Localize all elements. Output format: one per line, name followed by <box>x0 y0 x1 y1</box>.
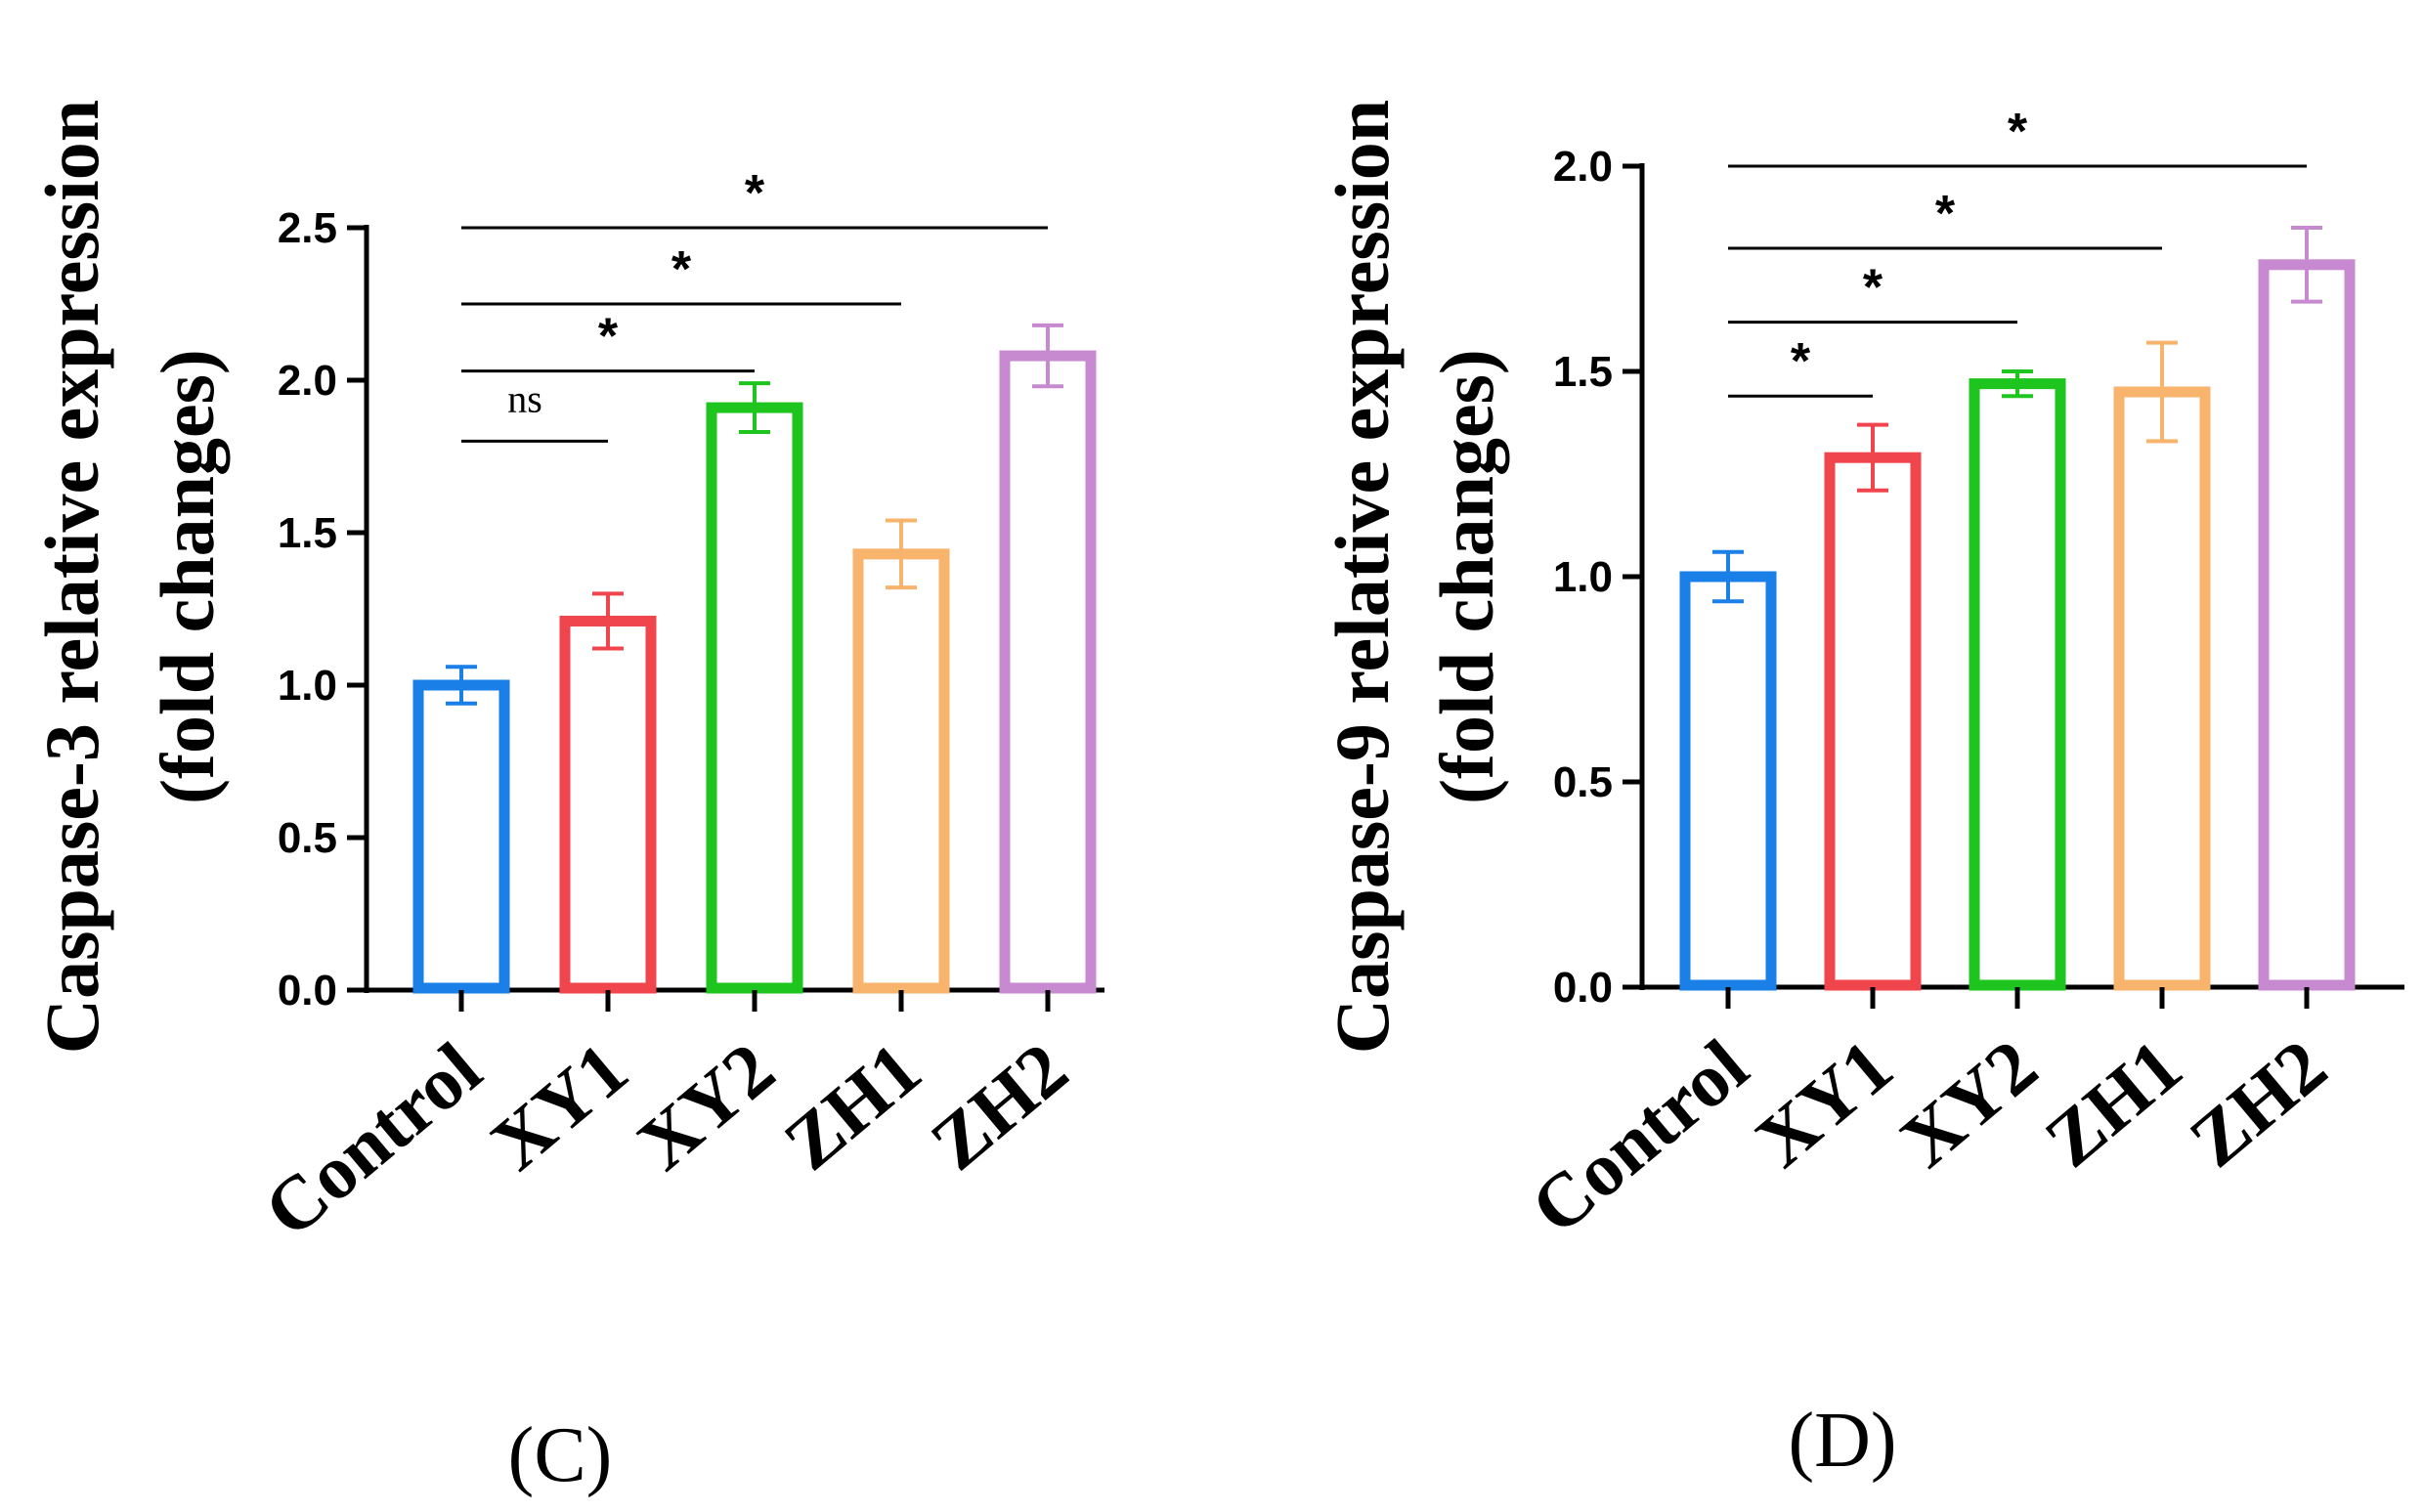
significance-label-d: * <box>1863 260 1883 317</box>
significance-label-d: * <box>1935 186 1956 242</box>
category-label-c-xy2: XY2 <box>622 1025 790 1186</box>
significance-label-c: ns <box>507 376 542 420</box>
y-tick-label-c: 2.0 <box>278 357 337 405</box>
ylabel-c-line2: (fold changes) <box>145 349 230 804</box>
ylabel-d-line1: Caspase-9 relative expression <box>1320 100 1405 1054</box>
bar-d-xy2 <box>1969 378 2066 991</box>
category-label-c-xy1: XY1 <box>475 1025 643 1186</box>
significance-label-c: * <box>671 241 692 298</box>
bar-c-xy2 <box>706 402 803 994</box>
category-label-d-zh2: ZH2 <box>2174 1022 2342 1183</box>
category-label-d-control: Control <box>1515 1022 1763 1250</box>
ylabel-c-line1: Caspase-3 relative expression <box>29 100 114 1054</box>
category-label-c-zh2: ZH2 <box>915 1025 1083 1186</box>
y-tick-label-c: 1.0 <box>278 662 337 710</box>
bar-c-xy1 <box>559 615 657 994</box>
bar-d-zh1 <box>2113 386 2211 991</box>
significance-label-c: * <box>598 309 619 366</box>
y-tick-label-c: 0.5 <box>278 814 337 862</box>
significance-label-c: * <box>745 165 765 222</box>
bar-d-control <box>1679 571 1777 991</box>
y-tick-label-d: 0.5 <box>1553 758 1613 806</box>
significance-label-d: * <box>2008 104 2028 160</box>
category-label-d-zh1: ZH1 <box>2029 1022 2197 1183</box>
y-tick-label-c: 1.5 <box>278 509 337 557</box>
y-tick-label-c: 2.5 <box>278 204 337 252</box>
bar-d-xy1 <box>1824 452 1922 991</box>
y-tick-label-d: 2.0 <box>1553 143 1613 191</box>
y-tick-label-d: 0.0 <box>1553 964 1613 1012</box>
ylabel-d-line2: (fold changes) <box>1424 349 1509 804</box>
panel-label-c: (C) <box>508 1412 613 1498</box>
panel-label-d: (D) <box>1788 1398 1896 1484</box>
category-label-d-xy2: XY2 <box>1884 1022 2053 1183</box>
category-label-d-xy1: XY1 <box>1740 1022 1908 1183</box>
panel-c: Caspase-3 relative expression (fold chan… <box>29 100 1104 1498</box>
bar-c-zh1 <box>852 548 950 994</box>
category-label-c-zh1: ZH1 <box>768 1025 936 1186</box>
panel-d: Caspase-9 relative expression (fold chan… <box>1320 100 2404 1484</box>
y-tick-label-d: 1.0 <box>1553 553 1613 601</box>
bar-c-zh2 <box>999 350 1097 994</box>
bar-c-control <box>412 679 510 994</box>
category-label-c-control: Control <box>248 1025 497 1253</box>
bar-d-zh2 <box>2258 259 2356 991</box>
significance-label-d: * <box>1791 333 1811 390</box>
y-tick-label-d: 1.5 <box>1553 348 1613 396</box>
y-tick-label-c: 0.0 <box>278 967 337 1015</box>
